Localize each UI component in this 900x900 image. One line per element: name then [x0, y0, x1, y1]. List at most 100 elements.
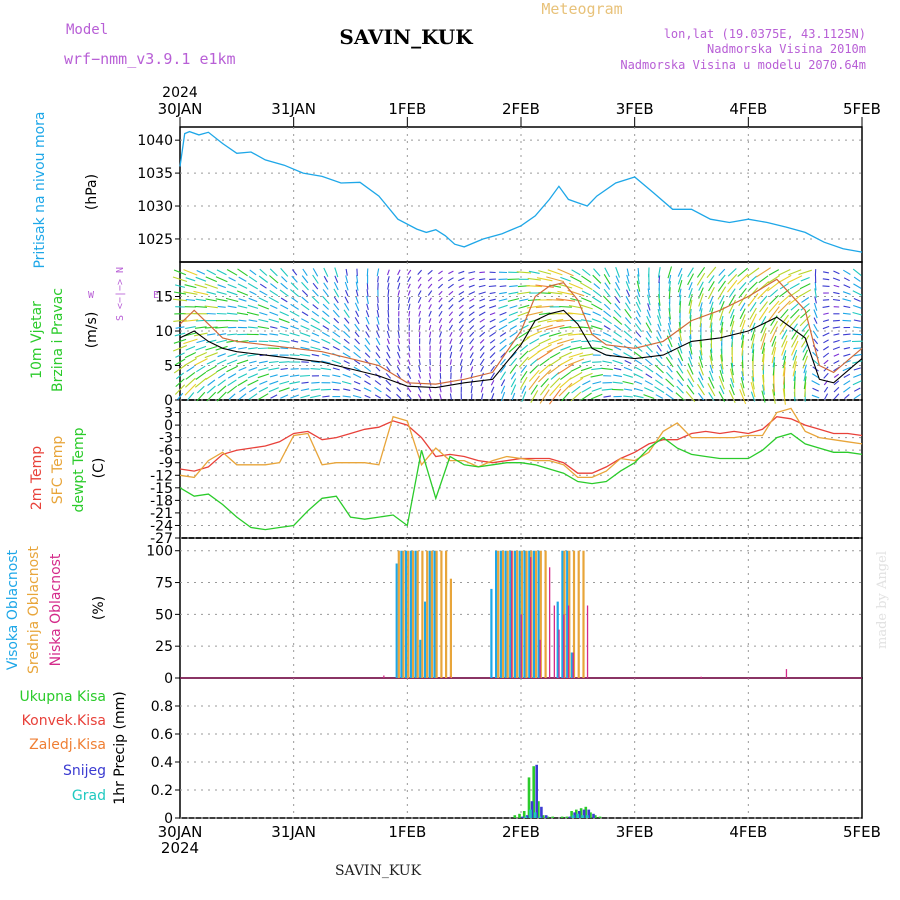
wind-vector — [853, 367, 861, 371]
wind-vector — [236, 312, 249, 316]
wind-vector — [269, 333, 279, 336]
wind-vector — [698, 281, 704, 291]
wind-vector — [376, 303, 380, 311]
wind-vector — [417, 290, 422, 296]
wind-vector — [364, 380, 371, 386]
mid-cloud-bar — [411, 550, 415, 678]
y-tick-label: 3 — [164, 406, 173, 422]
wind-vector — [225, 297, 239, 303]
wind-vector — [226, 319, 239, 322]
wind-vector — [709, 349, 713, 361]
wind-vector — [517, 310, 531, 317]
wind-vector — [489, 325, 496, 330]
wind-vector — [227, 373, 237, 379]
wind-vector — [376, 316, 380, 325]
wind-vector — [557, 268, 574, 277]
wind-vector — [459, 331, 464, 338]
wind-vector — [226, 312, 238, 315]
wind-vector — [332, 309, 340, 318]
wind-vector — [813, 309, 818, 319]
wind-vector — [637, 268, 640, 277]
bottom-time-axis: 30JAN 31JAN 1FEB 2FEB 3FEB 4FEB 5FEB — [158, 823, 881, 841]
wind-vector — [547, 338, 563, 345]
wind-vector — [279, 289, 289, 297]
wind-vector — [312, 282, 319, 290]
wind-vector — [353, 351, 362, 359]
wind-vector — [290, 303, 299, 310]
wind-vector — [343, 360, 350, 364]
wind-vector — [216, 391, 227, 402]
y-tick-label: -12 — [150, 468, 173, 484]
wind-vector — [708, 281, 715, 292]
wind-vector — [479, 358, 485, 366]
wind-vector — [548, 388, 562, 405]
wind-vector — [647, 294, 651, 306]
y-tick-label: -15 — [150, 481, 173, 497]
wind-vector — [499, 365, 507, 373]
precip-bar — [576, 813, 580, 818]
wind-vector — [238, 319, 247, 322]
wind-vector — [427, 290, 433, 296]
wind-vector — [459, 359, 463, 366]
wind-vector — [448, 317, 454, 324]
wind-vector — [353, 380, 361, 385]
wind-vector — [509, 305, 518, 309]
wind-vector — [591, 340, 602, 343]
wind-vector — [666, 365, 673, 373]
wind-vector — [237, 283, 248, 289]
wind-vector — [687, 378, 694, 388]
wind-vector — [238, 393, 247, 400]
top-tick-label: 5FEB — [843, 100, 881, 118]
wind-vector — [507, 298, 520, 302]
precip-bar — [538, 816, 542, 818]
wind-vector — [429, 338, 432, 345]
wind-vector — [322, 346, 330, 351]
wind-vector — [449, 331, 453, 338]
wind-vector — [581, 386, 592, 393]
wind-vector — [343, 324, 350, 331]
wind-vector — [772, 356, 776, 368]
wind-vector — [217, 353, 226, 358]
mid-cloud-bar — [582, 550, 585, 678]
precip-bar — [522, 811, 526, 818]
wind-vector — [226, 290, 238, 296]
wind-vector — [656, 344, 662, 352]
wind-vector — [333, 317, 340, 324]
mid-cloud-bar — [525, 550, 528, 678]
wind-vector — [612, 338, 623, 345]
wind-vector — [174, 384, 186, 395]
high-cloud-bar — [523, 550, 526, 678]
wind-vector — [634, 344, 643, 352]
wind-vector — [833, 291, 840, 295]
wind-vector — [853, 347, 862, 350]
y-tick-label: 15 — [155, 290, 173, 306]
wind-vector — [206, 385, 216, 394]
wind-vector — [193, 332, 208, 337]
wind-vector — [676, 385, 684, 394]
wind-vector — [387, 289, 390, 297]
wind-vector — [438, 324, 443, 331]
wind-vector — [602, 360, 613, 364]
wind-vector — [322, 310, 330, 318]
wind-vector — [546, 318, 564, 323]
wind-vector — [247, 282, 258, 290]
wind-vector — [343, 330, 351, 338]
wind-vector — [842, 366, 852, 372]
wind-vector — [215, 326, 229, 329]
wind-vector — [257, 304, 270, 310]
wind-vector — [376, 324, 380, 331]
wind-vector — [612, 381, 623, 384]
low-cloud-bar — [586, 605, 589, 678]
wind-vector — [300, 325, 310, 331]
wind-vector — [685, 391, 696, 402]
precip-bar — [525, 815, 529, 818]
wind-vector — [623, 388, 633, 391]
wind-vector — [206, 359, 216, 365]
wind-vector — [790, 308, 800, 319]
wind-vector — [173, 291, 187, 295]
wind-vector — [248, 297, 258, 303]
mid-cloud-bar — [397, 550, 400, 678]
high-cloud-bar — [490, 588, 493, 678]
wind-vector — [567, 312, 585, 316]
wind-vector — [741, 361, 744, 377]
